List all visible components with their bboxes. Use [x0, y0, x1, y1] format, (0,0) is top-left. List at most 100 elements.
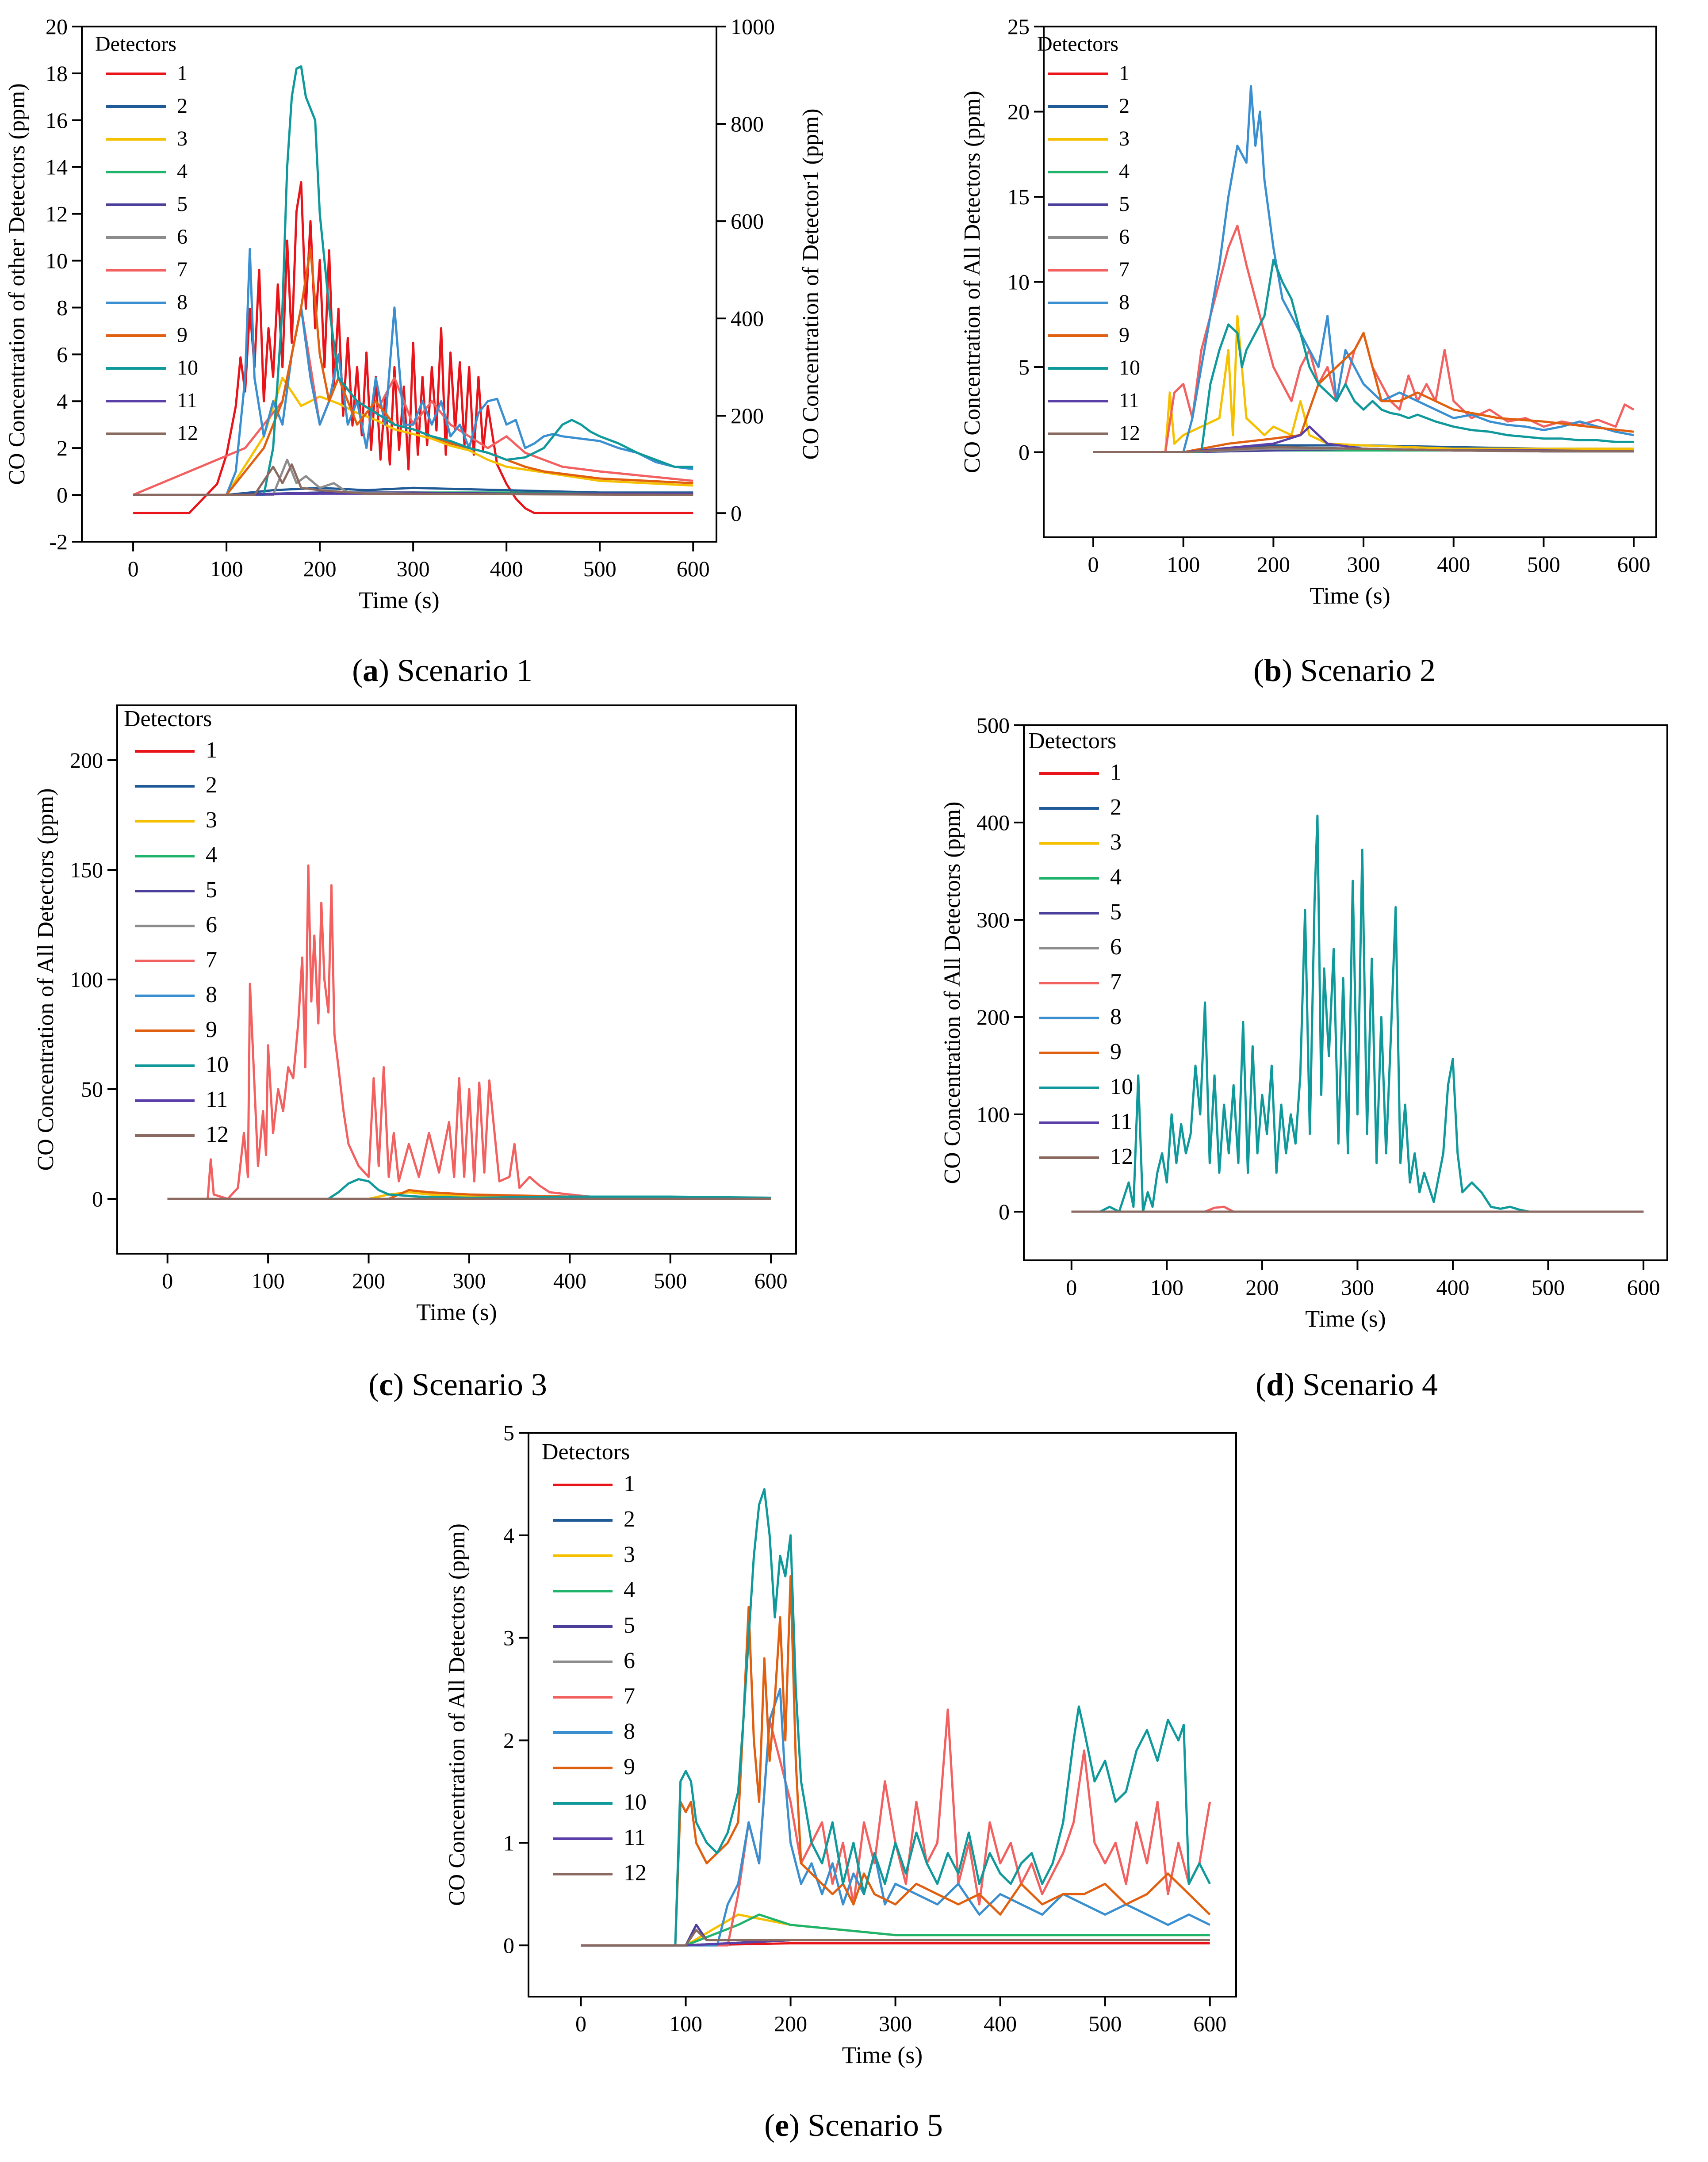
- y-tick-label: 4: [57, 389, 68, 413]
- series-line-detector-8: [1093, 85, 1634, 453]
- legend-label-12: 12: [1110, 1144, 1133, 1169]
- y-axis-right-label: CO Concentration of Detector1 (ppm): [798, 108, 823, 459]
- x-tick-label: 300: [1347, 552, 1380, 577]
- caption-text: ) Scenario 3: [393, 1367, 547, 1402]
- x-tick-label: 500: [654, 1268, 687, 1293]
- legend-label-11: 11: [1119, 389, 1139, 412]
- series-line-detector-10: [1093, 259, 1634, 453]
- y-tick-label: 500: [977, 713, 1010, 738]
- x-tick-label: 600: [1627, 1275, 1660, 1300]
- series-line-detector-10: [581, 1488, 1211, 1947]
- legend-label-2: 2: [1110, 795, 1122, 820]
- caption-text: ) Scenario 1: [379, 653, 532, 688]
- series-line-detector-7: [167, 864, 771, 1200]
- x-axis-label: Time (s): [1305, 1305, 1386, 1332]
- series-line-detector-12: [133, 463, 693, 496]
- legend-label-10: 10: [624, 1790, 647, 1815]
- x-tick-label: 600: [677, 556, 710, 581]
- legend-title: Detectors: [1037, 32, 1118, 56]
- panel-caption-e: (e) Scenario 5: [764, 2108, 943, 2143]
- x-tick-label: 600: [1617, 552, 1651, 577]
- legend-label-4: 4: [1119, 160, 1130, 183]
- caption-open: (: [352, 653, 363, 688]
- chart-panels: 0 100 200 300 400 500 600-20246810121416182002…: [4, 14, 1668, 2143]
- x-tick-label: 600: [754, 1268, 788, 1293]
- legend-title: Detectors: [1028, 728, 1116, 754]
- caption-letter: b: [1264, 653, 1282, 688]
- x-tick-label: 500: [1532, 1275, 1565, 1300]
- panel-caption-d: (d) Scenario 4: [1256, 1367, 1438, 1402]
- y-axis-label: CO Concentration of other Detectors (ppm…: [4, 83, 30, 485]
- y-tick-label: 300: [977, 907, 1010, 932]
- y-tick-label: 3: [503, 1626, 514, 1650]
- y-axis-label: CO Concentration of All Detectors (ppm): [444, 1523, 470, 1906]
- legend-label-2: 2: [624, 1507, 635, 1532]
- x-tick-label: 0: [575, 2011, 586, 2036]
- y-tick-label: 5: [1019, 355, 1030, 379]
- x-tick-label: 500: [1088, 2011, 1122, 2036]
- y-right-tick-label: 800: [731, 111, 764, 136]
- legend-label-11: 11: [624, 1825, 646, 1850]
- x-tick-label: 100: [1150, 1275, 1183, 1300]
- y-tick-label: 1: [503, 1830, 514, 1855]
- y-axis-label: CO Concentration of All Detectors (ppm): [960, 91, 985, 473]
- x-tick-label: 100: [210, 556, 243, 581]
- y-tick-label: 25: [1007, 14, 1030, 39]
- y-tick-label: 5: [503, 1420, 514, 1445]
- series-line-detector-4: [581, 1913, 1210, 1947]
- legend-label-11: 11: [206, 1087, 228, 1112]
- legend-label-9: 9: [624, 1754, 635, 1779]
- legend-label-3: 3: [624, 1542, 635, 1567]
- legend-label-5: 5: [206, 877, 217, 903]
- caption-text: ) Scenario 5: [789, 2108, 943, 2143]
- y-tick-label: 16: [46, 108, 68, 133]
- x-tick-label: 200: [352, 1268, 385, 1293]
- legend-title: Detectors: [542, 1439, 630, 1465]
- y-tick-label: 200: [977, 1005, 1010, 1029]
- legend-label-3: 3: [1119, 127, 1130, 150]
- legend-label-5: 5: [1119, 192, 1130, 216]
- y-right-tick-label: 400: [731, 306, 764, 331]
- series-group: [581, 1488, 1211, 1947]
- legend-label-9: 9: [1110, 1039, 1122, 1064]
- chart-panel-c: 0 100 200 300 400 500 600 0 50 100 150 200 Time (s) C…: [33, 704, 797, 1402]
- y-axis-label: CO Concentration of All Detectors (ppm): [33, 788, 58, 1171]
- legend-title: Detectors: [124, 706, 212, 731]
- caption-open: (: [764, 2108, 775, 2143]
- y-tick-label: 14: [46, 155, 68, 180]
- y-tick-label: 0: [503, 1933, 514, 1958]
- legend-label-4: 4: [206, 842, 217, 868]
- caption-text: ) Scenario 2: [1282, 653, 1436, 688]
- legend-label-12: 12: [624, 1860, 647, 1886]
- y-tick-label: 200: [70, 748, 103, 773]
- legend-label-8: 8: [1119, 291, 1130, 314]
- x-axis-label: Time (s): [359, 587, 440, 613]
- y-tick-label: 150: [70, 857, 103, 882]
- caption-open: (: [1253, 653, 1264, 688]
- legend-label-10: 10: [206, 1052, 229, 1077]
- y-tick-label: 100: [977, 1102, 1010, 1127]
- legend-label-6: 6: [624, 1648, 635, 1673]
- legend-label-1: 1: [177, 61, 188, 85]
- x-axis-label: Time (s): [1310, 582, 1390, 609]
- x-tick-label: 400: [490, 556, 523, 581]
- series-line-detector-3: [1093, 315, 1634, 453]
- legend-label-2: 2: [1119, 94, 1130, 118]
- legend-label-12: 12: [1119, 421, 1140, 445]
- chart-panel-a: 0 100 200 300 400 500 600-20246810121416182002…: [4, 14, 823, 688]
- y-tick-label: 6: [57, 342, 68, 367]
- x-axis-label: Time (s): [842, 2042, 923, 2068]
- x-tick-label: 400: [553, 1268, 586, 1293]
- x-tick-label: 500: [583, 556, 617, 581]
- legend-label-7: 7: [1110, 969, 1122, 995]
- y-tick-label: -2: [49, 529, 68, 554]
- panel-caption-c: (c) Scenario 3: [368, 1367, 547, 1402]
- legend-label-5: 5: [624, 1613, 635, 1638]
- y-tick-label: 8: [57, 295, 68, 320]
- x-tick-label: 0: [128, 556, 139, 581]
- legend-label-7: 7: [624, 1684, 635, 1709]
- y-tick-label: 20: [46, 14, 68, 39]
